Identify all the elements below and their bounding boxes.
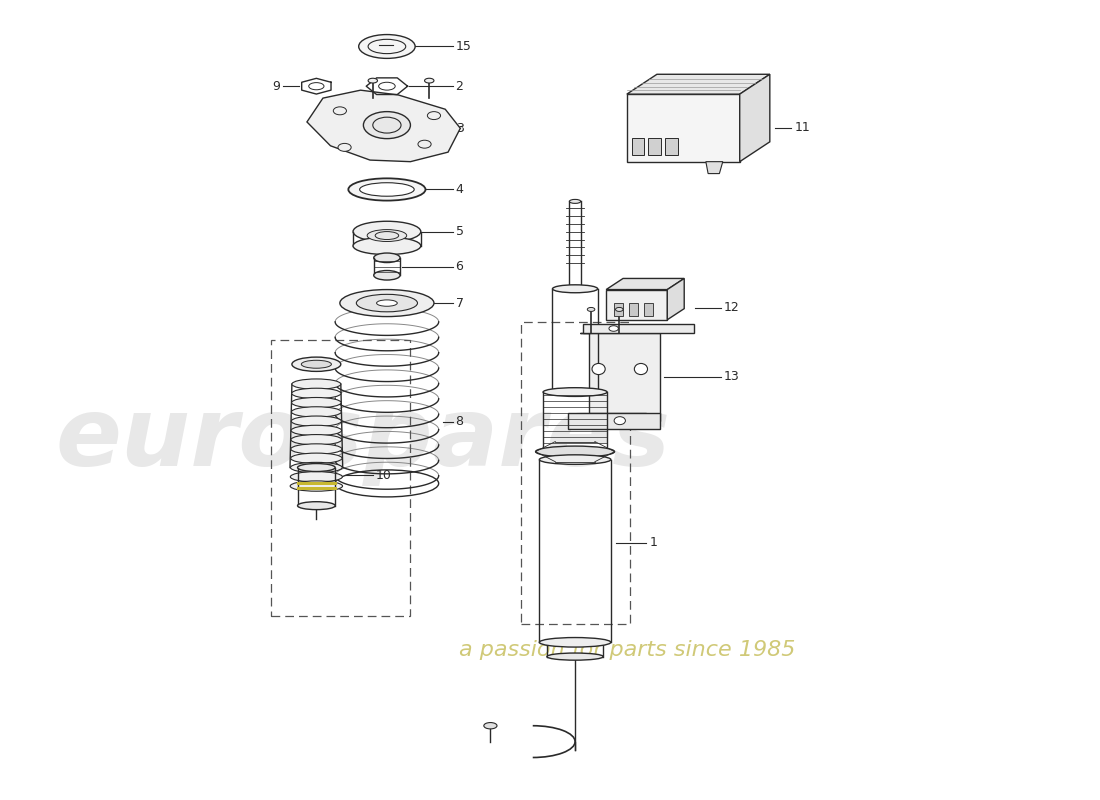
- Ellipse shape: [292, 357, 341, 371]
- Ellipse shape: [290, 462, 342, 473]
- Ellipse shape: [543, 447, 607, 456]
- Ellipse shape: [547, 653, 603, 660]
- Ellipse shape: [297, 502, 336, 510]
- Ellipse shape: [290, 472, 342, 482]
- Bar: [666, 138, 678, 155]
- Ellipse shape: [290, 453, 342, 463]
- Bar: [631, 138, 644, 155]
- Ellipse shape: [552, 285, 597, 293]
- Ellipse shape: [374, 270, 400, 280]
- Bar: [521, 322, 629, 624]
- Text: 3: 3: [455, 122, 463, 134]
- Ellipse shape: [340, 290, 434, 317]
- Ellipse shape: [359, 34, 415, 58]
- Ellipse shape: [484, 722, 497, 729]
- Ellipse shape: [536, 446, 615, 457]
- Polygon shape: [583, 324, 694, 334]
- Polygon shape: [627, 74, 770, 94]
- Ellipse shape: [570, 199, 581, 203]
- Ellipse shape: [609, 326, 618, 331]
- Ellipse shape: [363, 112, 410, 138]
- Ellipse shape: [292, 416, 341, 426]
- Ellipse shape: [292, 388, 341, 398]
- Polygon shape: [606, 278, 684, 290]
- Text: 5: 5: [455, 225, 463, 238]
- Ellipse shape: [292, 379, 341, 390]
- Bar: [606, 290, 668, 320]
- Text: a passion for parts since 1985: a passion for parts since 1985: [459, 640, 795, 660]
- Ellipse shape: [616, 307, 623, 311]
- Text: 7: 7: [455, 297, 463, 310]
- Polygon shape: [739, 74, 770, 162]
- Bar: [644, 303, 653, 316]
- Ellipse shape: [539, 638, 610, 647]
- Ellipse shape: [587, 307, 595, 311]
- Ellipse shape: [376, 300, 397, 306]
- Text: 8: 8: [455, 415, 463, 428]
- Text: eurospares: eurospares: [56, 394, 671, 486]
- Bar: [627, 94, 739, 162]
- Ellipse shape: [356, 294, 418, 312]
- Ellipse shape: [367, 230, 407, 242]
- Ellipse shape: [292, 434, 342, 445]
- Text: 6: 6: [455, 260, 463, 273]
- Ellipse shape: [418, 140, 431, 148]
- Bar: [629, 303, 638, 316]
- Text: 10: 10: [375, 469, 392, 482]
- Ellipse shape: [333, 107, 346, 114]
- Ellipse shape: [349, 178, 426, 201]
- Ellipse shape: [338, 143, 351, 151]
- Text: 11: 11: [794, 122, 810, 134]
- Ellipse shape: [614, 417, 626, 425]
- Text: 4: 4: [455, 183, 463, 196]
- Text: 1: 1: [649, 537, 658, 550]
- Ellipse shape: [635, 363, 648, 374]
- Bar: [272, 340, 410, 616]
- Bar: [614, 303, 623, 316]
- Ellipse shape: [292, 406, 341, 417]
- Ellipse shape: [425, 78, 435, 83]
- Ellipse shape: [374, 253, 400, 262]
- Ellipse shape: [297, 463, 336, 471]
- Text: 9: 9: [273, 80, 280, 93]
- Ellipse shape: [543, 388, 607, 397]
- Polygon shape: [706, 162, 723, 174]
- Text: 2: 2: [455, 80, 463, 93]
- Ellipse shape: [353, 222, 421, 242]
- Ellipse shape: [360, 182, 415, 196]
- Polygon shape: [307, 90, 460, 162]
- Polygon shape: [569, 413, 660, 429]
- Ellipse shape: [290, 481, 342, 491]
- Ellipse shape: [539, 455, 610, 464]
- Ellipse shape: [301, 360, 331, 368]
- Ellipse shape: [292, 426, 342, 436]
- Ellipse shape: [290, 444, 342, 454]
- Polygon shape: [580, 334, 660, 421]
- Bar: [649, 138, 661, 155]
- Polygon shape: [668, 278, 684, 320]
- Ellipse shape: [368, 78, 377, 83]
- Ellipse shape: [292, 398, 341, 408]
- Ellipse shape: [592, 363, 605, 374]
- Text: 12: 12: [724, 301, 739, 314]
- Text: 13: 13: [724, 370, 739, 383]
- Ellipse shape: [353, 237, 421, 254]
- Text: 15: 15: [455, 40, 472, 53]
- Ellipse shape: [428, 112, 440, 119]
